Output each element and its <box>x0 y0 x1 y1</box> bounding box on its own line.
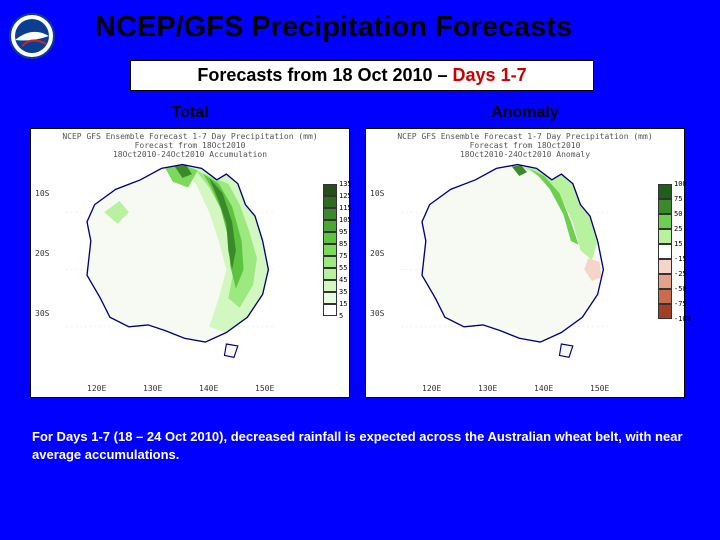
colorbar-swatch <box>323 208 337 220</box>
colorbar-swatch <box>658 289 672 304</box>
colorbar-swatch <box>323 220 337 232</box>
colorbar-swatch <box>323 244 337 256</box>
colorbar-swatch <box>658 304 672 319</box>
y-tick-label: 30S <box>370 309 384 318</box>
x-tick-label: 120E <box>87 384 106 393</box>
australia-map-anomaly <box>396 155 616 365</box>
colorbar-tick-label: -50 <box>674 285 687 293</box>
colorbar-tick-label: 50 <box>674 210 682 218</box>
colorbar-tick-label: -25 <box>674 270 687 278</box>
y-tick-label: 20S <box>370 249 384 258</box>
x-tick-label: 120E <box>422 384 441 393</box>
colorbar-swatch <box>323 280 337 292</box>
subtitle-highlight: Days 1-7 <box>453 65 527 85</box>
subtitle-box: Forecasts from 18 Oct 2010 – Days 1-7 <box>130 60 594 91</box>
colorbar-tick-label: -15 <box>674 255 687 263</box>
colorbar-swatch <box>323 268 337 280</box>
y-tick-label: 10S <box>35 189 49 198</box>
colorbar-swatch <box>323 196 337 208</box>
colorbar-swatch <box>323 256 337 268</box>
colorbar-tick-label: 5 <box>339 312 343 320</box>
colorbar-swatch <box>658 244 672 259</box>
colorbar-tick-label: 15 <box>674 240 682 248</box>
colorbar-tick-label: 85 <box>339 240 347 248</box>
y-tick-label: 20S <box>35 249 49 258</box>
y-tick-label: 30S <box>35 309 49 318</box>
x-tick-label: 150E <box>590 384 609 393</box>
x-tick-label: 140E <box>199 384 218 393</box>
noaa-logo-icon <box>8 12 56 60</box>
colorbar-tick-label: 115 <box>339 204 352 212</box>
colorbar-tick-label: -100 <box>674 315 691 323</box>
colorbar-anomaly: 10075502515-15-25-50-75-100 <box>658 184 672 319</box>
panel-heading-total: Total <box>30 104 350 122</box>
slide-title: NCEP/GFS Precipitation Forecasts <box>95 11 655 44</box>
y-tick-label: 10S <box>370 189 384 198</box>
colorbar-swatch <box>658 274 672 289</box>
colorbar-tick-label: 100 <box>674 180 687 188</box>
colorbar-tick-label: 95 <box>339 228 347 236</box>
colorbar-tick-label: 135 <box>339 180 352 188</box>
caption-text: For Days 1-7 (18 – 24 Oct 2010), decreas… <box>32 428 688 463</box>
colorbar-swatch <box>323 232 337 244</box>
colorbar-tick-label: 15 <box>339 300 347 308</box>
colorbar-tick-label: 75 <box>339 252 347 260</box>
colorbar-tick-label: -75 <box>674 300 687 308</box>
colorbar-swatch <box>323 184 337 196</box>
colorbar-tick-label: 105 <box>339 216 352 224</box>
colorbar-swatch <box>658 229 672 244</box>
subtitle-prefix: Forecasts from 18 Oct 2010 – <box>197 65 452 85</box>
colorbar-tick-label: 125 <box>339 192 352 200</box>
colorbar-swatch <box>323 304 337 316</box>
australia-map-total <box>61 155 281 365</box>
colorbar-swatch <box>323 292 337 304</box>
map-panel-anomaly: NCEP GFS Ensemble Forecast 1-7 Day Preci… <box>365 128 685 398</box>
colorbar-tick-label: 75 <box>674 195 682 203</box>
x-tick-label: 140E <box>534 384 553 393</box>
colorbar-swatch <box>658 199 672 214</box>
x-tick-label: 130E <box>478 384 497 393</box>
slide: NCEP/GFS Precipitation Forecasts Forecas… <box>0 0 720 540</box>
colorbar-tick-label: 35 <box>339 288 347 296</box>
colorbar-tick-label: 55 <box>339 264 347 272</box>
x-tick-label: 130E <box>143 384 162 393</box>
colorbar-total: 135125115105958575554535155 <box>323 184 337 316</box>
colorbar-swatch <box>658 214 672 229</box>
colorbar-swatch <box>658 259 672 274</box>
panel-heading-anomaly: Anomaly <box>365 104 685 122</box>
colorbar-tick-label: 45 <box>339 276 347 284</box>
colorbar-swatch <box>658 184 672 199</box>
map-panel-total: NCEP GFS Ensemble Forecast 1-7 Day Preci… <box>30 128 350 398</box>
x-tick-label: 150E <box>255 384 274 393</box>
colorbar-tick-label: 25 <box>674 225 682 233</box>
